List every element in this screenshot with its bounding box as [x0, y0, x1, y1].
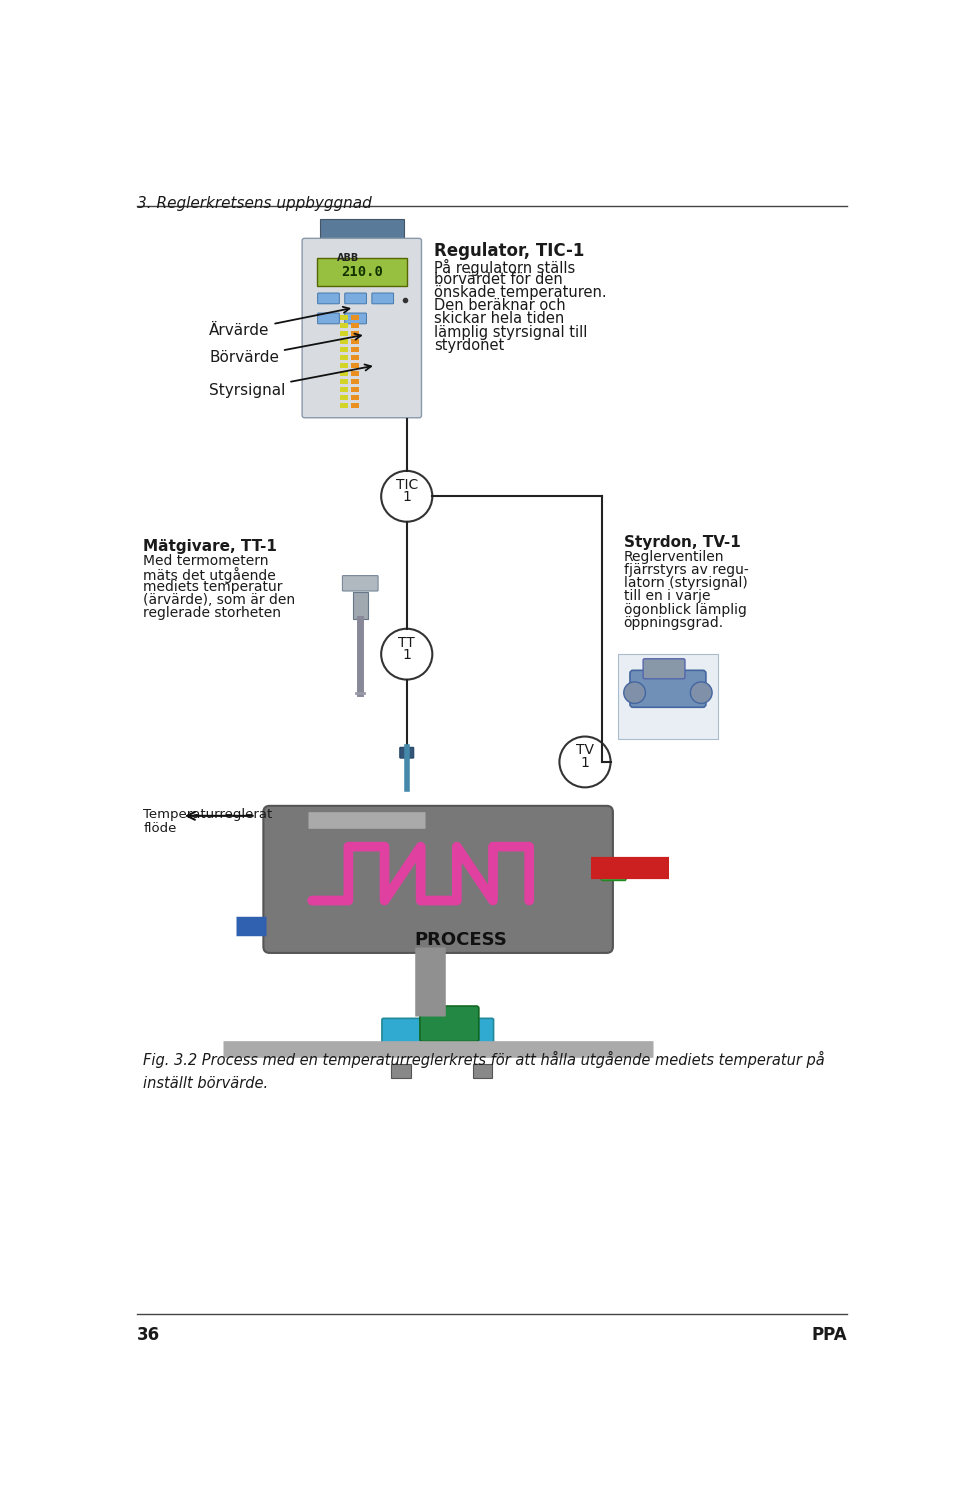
- Text: TIC: TIC: [396, 477, 418, 492]
- Text: 1: 1: [402, 647, 411, 662]
- FancyBboxPatch shape: [302, 238, 421, 418]
- FancyBboxPatch shape: [472, 1064, 492, 1078]
- Text: Reglerventilen: Reglerventilen: [624, 551, 724, 564]
- FancyBboxPatch shape: [345, 313, 367, 324]
- Text: 1: 1: [581, 756, 589, 769]
- Text: På regulatorn ställs: På regulatorn ställs: [434, 259, 575, 275]
- Text: mediets temperatur: mediets temperatur: [143, 581, 283, 594]
- FancyBboxPatch shape: [601, 861, 626, 880]
- Text: PPA: PPA: [811, 1326, 847, 1344]
- Text: ABB: ABB: [337, 253, 359, 262]
- Bar: [351, 363, 359, 367]
- Text: reglerade storheten: reglerade storheten: [143, 607, 281, 620]
- Bar: [340, 315, 348, 321]
- Text: flöde: flöde: [143, 822, 177, 835]
- Text: Fig. 3.2 Process med en temperaturreglerkrets för att hålla utgående mediets tem: Fig. 3.2 Process med en temperaturregler…: [143, 1050, 825, 1091]
- Bar: [340, 324, 348, 328]
- FancyBboxPatch shape: [617, 655, 718, 739]
- Bar: [351, 379, 359, 384]
- Text: Mätgivare, TT-1: Mätgivare, TT-1: [143, 539, 277, 554]
- Text: Styrdon, TV-1: Styrdon, TV-1: [624, 534, 740, 549]
- Text: Den beräknar och: Den beräknar och: [434, 298, 565, 313]
- Text: skickar hela tiden: skickar hela tiden: [434, 312, 564, 327]
- Bar: [351, 315, 359, 321]
- Bar: [340, 402, 348, 408]
- Circle shape: [624, 682, 645, 703]
- Circle shape: [690, 682, 712, 703]
- Text: styrdonet: styrdonet: [434, 337, 504, 352]
- Text: börvärdet för den: börvärdet för den: [434, 272, 563, 287]
- FancyBboxPatch shape: [263, 805, 612, 953]
- Text: Regulator, TIC-1: Regulator, TIC-1: [434, 242, 585, 260]
- Bar: [351, 324, 359, 328]
- Text: 36: 36: [137, 1326, 160, 1344]
- Bar: [340, 331, 348, 336]
- Bar: [340, 346, 348, 352]
- FancyBboxPatch shape: [345, 293, 367, 304]
- Bar: [352, 591, 368, 620]
- Text: mäts det utgående: mäts det utgående: [143, 567, 276, 582]
- Text: 3. Reglerkretsens uppbyggnad: 3. Reglerkretsens uppbyggnad: [137, 196, 372, 211]
- Bar: [340, 394, 348, 400]
- Text: Ärvärde: Ärvärde: [209, 307, 349, 339]
- Bar: [340, 355, 348, 360]
- Text: TV: TV: [576, 743, 594, 757]
- Bar: [351, 355, 359, 360]
- Text: ögonblick lämplig: ögonblick lämplig: [624, 602, 747, 617]
- FancyBboxPatch shape: [399, 748, 414, 759]
- Bar: [351, 370, 359, 376]
- Bar: [340, 363, 348, 367]
- Text: Med termometern: Med termometern: [143, 554, 269, 567]
- FancyBboxPatch shape: [343, 575, 378, 591]
- Bar: [340, 379, 348, 384]
- Bar: [351, 339, 359, 345]
- FancyBboxPatch shape: [643, 659, 685, 679]
- Text: önskade temperaturen.: önskade temperaturen.: [434, 286, 607, 301]
- Text: öppningsgrad.: öppningsgrad.: [624, 616, 724, 629]
- Text: 210.0: 210.0: [341, 265, 383, 280]
- Text: Börvärde: Börvärde: [209, 334, 361, 366]
- FancyBboxPatch shape: [420, 1005, 479, 1041]
- Bar: [351, 387, 359, 391]
- Bar: [351, 402, 359, 408]
- Text: (ärvärde), som är den: (ärvärde), som är den: [143, 593, 296, 608]
- Text: TT: TT: [398, 635, 415, 650]
- Text: Styrsignal: Styrsignal: [209, 364, 371, 397]
- Circle shape: [381, 471, 432, 522]
- Text: lämplig styrsignal till: lämplig styrsignal till: [434, 325, 588, 340]
- Text: till en i varje: till en i varje: [624, 590, 710, 604]
- Bar: [351, 331, 359, 336]
- FancyBboxPatch shape: [318, 293, 339, 304]
- Text: fjärrstyrs av regu-: fjärrstyrs av regu-: [624, 563, 749, 578]
- Bar: [351, 346, 359, 352]
- Bar: [340, 370, 348, 376]
- FancyBboxPatch shape: [317, 259, 407, 286]
- Text: 1: 1: [402, 491, 411, 504]
- Bar: [340, 339, 348, 345]
- FancyBboxPatch shape: [372, 293, 394, 304]
- FancyBboxPatch shape: [392, 1064, 411, 1078]
- Bar: [351, 394, 359, 400]
- Text: PROCESS: PROCESS: [415, 932, 508, 950]
- Circle shape: [381, 629, 432, 680]
- FancyBboxPatch shape: [630, 670, 706, 707]
- FancyBboxPatch shape: [320, 220, 403, 241]
- FancyBboxPatch shape: [382, 1019, 493, 1057]
- Text: latorn (styrsignal): latorn (styrsignal): [624, 576, 748, 590]
- Circle shape: [560, 736, 611, 787]
- Bar: [340, 387, 348, 391]
- Text: Temperaturreglerat: Temperaturreglerat: [143, 808, 273, 822]
- FancyBboxPatch shape: [318, 313, 339, 324]
